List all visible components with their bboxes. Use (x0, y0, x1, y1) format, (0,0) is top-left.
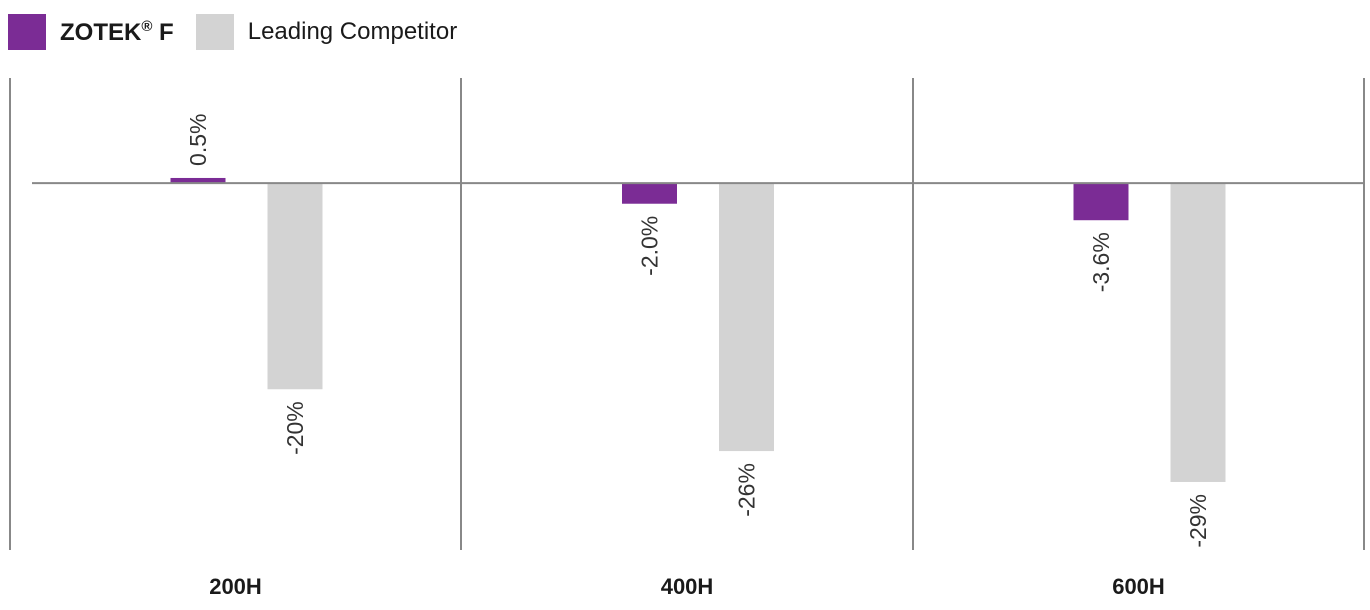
bar-label-zotek-200H: 0.5% (185, 114, 211, 166)
bar-label-zotek-400H: -2.0% (637, 216, 663, 276)
legend: ZOTEK® F Leading Competitor (8, 14, 479, 50)
legend-label-competitor: Leading Competitor (247, 18, 458, 45)
legend-item-zotek: ZOTEK® F (8, 14, 174, 50)
legend-swatch-competitor (195, 14, 234, 50)
bar-competitor-200H (267, 183, 323, 390)
bar-label-competitor-200H: -20% (282, 401, 308, 455)
category-label-600H: 600H (1112, 574, 1165, 599)
bar-label-zotek-600H: -3.6% (1088, 232, 1114, 292)
legend-item-competitor: Leading Competitor (195, 14, 458, 50)
bar-zotek-600H (1073, 183, 1129, 221)
bar-zotek-200H (170, 177, 226, 184)
bar-competitor-400H (719, 183, 774, 452)
bar-zotek-400H (622, 183, 677, 204)
legend-swatch-zotek (8, 14, 46, 50)
category-label-400H: 400H (661, 574, 714, 599)
category-label-200H: 200H (209, 574, 262, 599)
legend-label-zotek: ZOTEK® F (60, 17, 174, 46)
bar-label-competitor-400H: -26% (734, 463, 760, 517)
bar-competitor-600H (1170, 183, 1226, 482)
bar-label-competitor-600H: -29% (1185, 494, 1211, 548)
